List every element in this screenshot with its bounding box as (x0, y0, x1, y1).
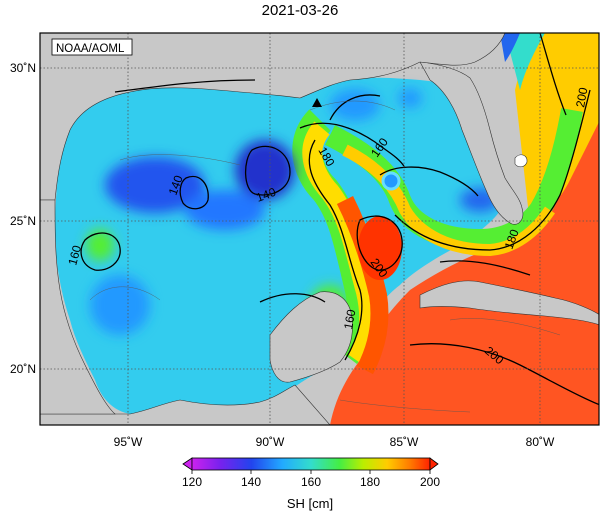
contour-label: 200 (573, 86, 590, 108)
map-title: 2021-03-26 (261, 2, 339, 19)
map-frame (39, 32, 600, 426)
colorbar-tick-label: 140 (241, 475, 261, 489)
lon-tick-label: 90˚W (256, 435, 285, 449)
contour-label: 140 (254, 185, 278, 205)
lon-tick-label: 85˚W (390, 435, 419, 449)
lat-axis: 30˚N 25˚N 20˚N (10, 61, 36, 376)
triangle-marker-icon (312, 98, 322, 107)
lat-tick-label: 25˚N (10, 214, 36, 228)
contour-label: 180 (502, 227, 522, 251)
loop-current-red (336, 195, 389, 375)
lat-tick-label: 30˚N (10, 61, 36, 75)
caribbean-water (330, 38, 599, 425)
warm-eddy (358, 216, 402, 280)
credit-label: NOAA/AOML (56, 43, 125, 55)
contour-lines-thin (89, 100, 561, 413)
colorbar-min-arrow (182, 457, 193, 471)
atlantic-blue (500, 33, 520, 62)
keys-island (514, 154, 528, 168)
contour-label: 160 (341, 308, 358, 330)
credit-box (51, 38, 133, 56)
colorbar-gradient (191, 457, 431, 471)
lon-axis: 95˚W 90˚W 85˚W 80˚W (114, 435, 555, 449)
contour-label: 160 (65, 243, 84, 266)
colorbar-tick-label: 180 (360, 475, 380, 489)
colorbar-label: SH [cm] (286, 496, 334, 511)
map-area: 140 140 160 180 160 200 160 180 200 200 … (40, 33, 599, 425)
atlantic-cool (505, 33, 545, 90)
contour-label: 140 (166, 173, 186, 197)
mexico-west (40, 199, 116, 415)
atlantic-water (515, 33, 599, 225)
colorbar-tick-label: 200 (420, 475, 440, 489)
gulf-coast-north (40, 33, 599, 201)
contour-lines (80, 33, 599, 406)
lon-tick-label: 95˚W (114, 435, 143, 449)
lon-tick-label: 80˚W (526, 435, 555, 449)
cuba (419, 280, 599, 326)
florida (419, 61, 524, 225)
small-cold-eddy (381, 171, 401, 191)
colorbar: 120 140 160 180 200 (182, 457, 440, 489)
colorbar-tick-label: 120 (182, 475, 202, 489)
colorbar-tick-label: 160 (301, 475, 321, 489)
colorbar-max-arrow (429, 457, 439, 471)
mexico-south (40, 384, 331, 425)
gridlines (40, 33, 599, 425)
lat-tick-label: 20˚N (10, 362, 36, 376)
